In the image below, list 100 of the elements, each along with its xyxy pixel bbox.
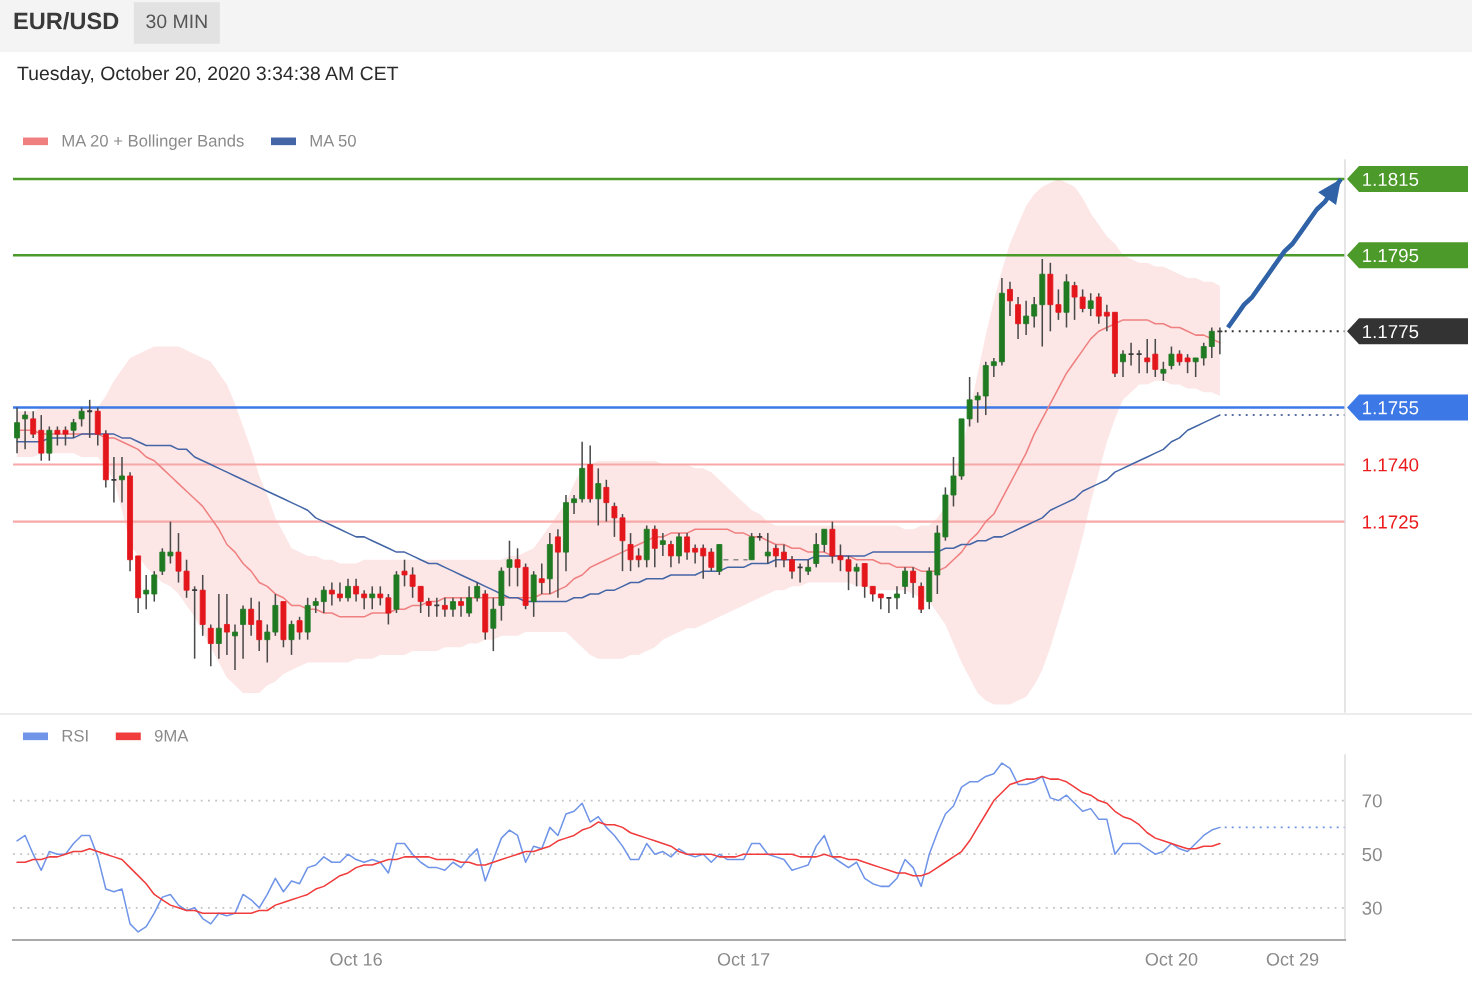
- candlestick: [1200, 341, 1207, 367]
- candlestick: [918, 581, 925, 614]
- text: Tuesday, October 20, 2020 3:34:38 AM CET: [17, 65, 399, 85]
- candlestick: [1120, 349, 1126, 378]
- candlestick: [1031, 296, 1038, 329]
- candlestick: [224, 593, 230, 656]
- candlestick: [668, 539, 674, 569]
- candlestick: [1208, 326, 1215, 359]
- candlestick: [14, 406, 20, 454]
- candlestick: [377, 585, 384, 607]
- candlestick: [458, 597, 464, 618]
- candlestick: [22, 410, 29, 451]
- candlestick: [119, 456, 125, 504]
- candlestick: [692, 543, 699, 565]
- line-series: [1225, 176, 1344, 330]
- candlestick: [296, 616, 303, 641]
- x-tick-label: Oct 17: [717, 952, 770, 966]
- candlestick: [1055, 288, 1062, 321]
- x-tick-label: Oct 20: [1145, 952, 1198, 966]
- candlestick: [490, 597, 497, 652]
- candlestick: [78, 406, 85, 428]
- candlestick: [910, 566, 917, 599]
- candlestick: [256, 600, 263, 652]
- y-tick-label: 1.1775: [1363, 325, 1419, 339]
- candlestick: [425, 597, 432, 618]
- candlestick: [861, 562, 868, 599]
- candlestick: [700, 543, 707, 580]
- y-tick-label: 70: [1362, 794, 1382, 808]
- candlestick: [789, 555, 795, 580]
- candlestick: [902, 566, 908, 595]
- candlestick: [46, 425, 53, 462]
- y-tick-label: 50: [1362, 847, 1382, 862]
- candlestick: [764, 532, 771, 565]
- candlestick: [1152, 338, 1159, 378]
- candlestick: [264, 623, 271, 664]
- line-series: [16, 414, 1221, 603]
- candlestick: [1160, 361, 1167, 382]
- candlestick: [353, 577, 360, 603]
- candlestick: [337, 581, 343, 603]
- candlestick: [369, 585, 376, 610]
- candlestick: [748, 532, 755, 561]
- legend-label: MA 50: [310, 134, 356, 147]
- candlestick: [821, 528, 828, 553]
- candlestick: [450, 597, 456, 618]
- candlestick: [554, 528, 561, 599]
- candlestick: [1168, 345, 1175, 371]
- line-series: [16, 775, 1221, 914]
- candlestick: [1023, 300, 1030, 336]
- y-tick-label: 30: [1362, 901, 1382, 915]
- candlestick: [708, 547, 715, 572]
- y-tick-label: 1.1740: [1363, 458, 1419, 472]
- candlestick: [474, 581, 481, 603]
- candlestick: [853, 562, 860, 588]
- candlestick: [1144, 338, 1151, 374]
- candlestick: [1007, 281, 1013, 317]
- candlestick: [538, 562, 545, 595]
- candlestick: [1087, 292, 1094, 317]
- candlestick: [1103, 303, 1110, 333]
- candlestick: [248, 597, 255, 637]
- y-tick-label: 1.1815: [1363, 172, 1419, 187]
- candlestick: [990, 357, 997, 378]
- candlestick: [1192, 357, 1199, 378]
- candlestick: [417, 585, 424, 614]
- candlestick: [894, 585, 900, 610]
- chart-title: EUR/USD: [14, 12, 119, 30]
- candlestick: [207, 623, 214, 668]
- candlestick: [240, 604, 246, 660]
- candlestick: [232, 623, 238, 671]
- candlestick: [466, 585, 473, 618]
- x-tick-label: Oct 16: [330, 952, 382, 966]
- candlestick: [385, 593, 392, 626]
- candlestick: [1015, 296, 1021, 340]
- y-tick-label: 1.1755: [1363, 401, 1419, 415]
- candlestick: [659, 532, 666, 557]
- y-tick-label: 1.1795: [1363, 248, 1419, 263]
- candlestick: [1095, 292, 1102, 325]
- candlestick: [94, 406, 101, 447]
- candlestick: [684, 532, 690, 561]
- candlestick: [571, 494, 577, 515]
- candlestick: [167, 520, 174, 565]
- candlestick: [781, 543, 787, 569]
- candlestick: [320, 585, 327, 614]
- candlestick: [813, 532, 820, 569]
- candlestick: [328, 581, 335, 607]
- candlestick: [215, 593, 222, 660]
- candlestick: [877, 593, 884, 610]
- candlestick: [441, 597, 448, 618]
- x-tick-label: Oct 29: [1266, 952, 1319, 966]
- legend-label: MA 20 + Bollinger Bands: [62, 134, 244, 150]
- legend-label: RSI: [62, 729, 88, 742]
- candlestick: [506, 539, 513, 588]
- candlestick: [143, 574, 150, 610]
- candlestick: [151, 570, 158, 603]
- legend-label: 9MA: [154, 729, 189, 742]
- candlestick: [70, 418, 77, 439]
- candlestick: [595, 467, 602, 527]
- y-tick-label: 1.1725: [1363, 515, 1419, 529]
- candlestick: [974, 391, 981, 424]
- candlestick: [676, 532, 682, 565]
- chart-subtitle: 30 MIN: [146, 14, 207, 29]
